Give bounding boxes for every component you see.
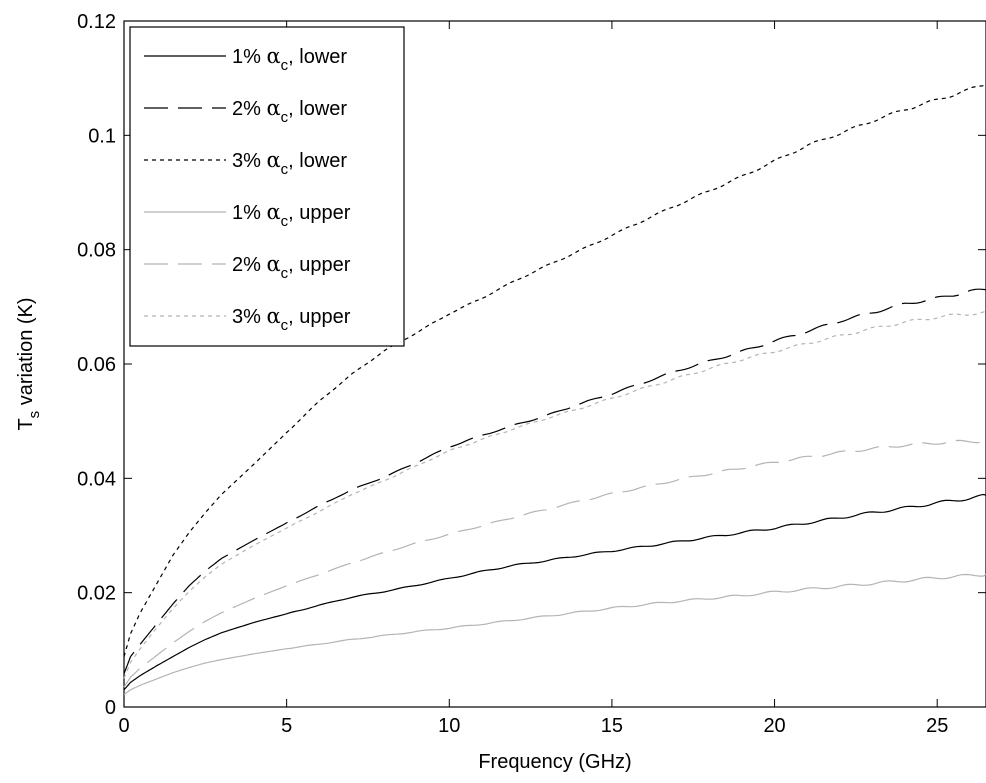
- series-line-5: [123, 439, 986, 688]
- x-tick-label: 25: [926, 715, 948, 737]
- legend-label-4: 1% αc, upper: [232, 200, 351, 230]
- y-axis-title-rest: variation (K): [15, 297, 37, 410]
- legend-label-6: 3% αc, upper: [232, 304, 351, 334]
- y-axis-ticks: 0 0.02 0.04 0.06 0.08 0.1 0.12: [77, 11, 986, 719]
- svg-text:Ts variation (K): Ts variation (K): [15, 297, 43, 430]
- legend-box: [129, 26, 405, 347]
- series-lines: [123, 83, 986, 695]
- series-line-2: [123, 288, 986, 675]
- y-axis-title-sub: s: [26, 411, 43, 419]
- x-tick-label: 10: [438, 715, 460, 737]
- x-tick-label: 15: [601, 715, 623, 737]
- legend-label-1: 1% αc, lower: [232, 44, 347, 74]
- y-axis-title-main: T: [15, 418, 37, 430]
- y-tick-label: 0.08: [77, 240, 116, 262]
- y-tick-label: 0.12: [77, 11, 116, 33]
- y-tick-label: 0.06: [77, 354, 116, 376]
- x-tick-label: 5: [281, 715, 292, 737]
- legend-label-3: 3% αc, lower: [232, 148, 347, 178]
- y-tick-label: 0.04: [77, 468, 116, 490]
- series-line-3: [123, 83, 986, 657]
- x-axis-title: Frequency (GHz): [478, 751, 631, 773]
- series-line-6: [123, 311, 986, 679]
- legend-label-2: 2% αc, lower: [232, 96, 347, 126]
- y-tick-label: 0.02: [77, 583, 116, 605]
- y-axis-title: Ts variation (K): [15, 297, 43, 430]
- series-line-4: [123, 573, 986, 695]
- legend-label-5: 2% αc, upper: [232, 252, 351, 282]
- y-tick-label: 0.1: [88, 125, 116, 147]
- legend: 1% αc, lower 2% αc, lower 3% αc, lower 1% α…: [129, 26, 405, 347]
- x-tick-label: 20: [763, 715, 785, 737]
- series-line-1: [123, 493, 986, 691]
- y-tick-label: 0: [105, 697, 116, 719]
- x-tick-label: 0: [118, 715, 129, 737]
- x-axis-ticks: 0 5 10 15 20 25: [118, 21, 948, 737]
